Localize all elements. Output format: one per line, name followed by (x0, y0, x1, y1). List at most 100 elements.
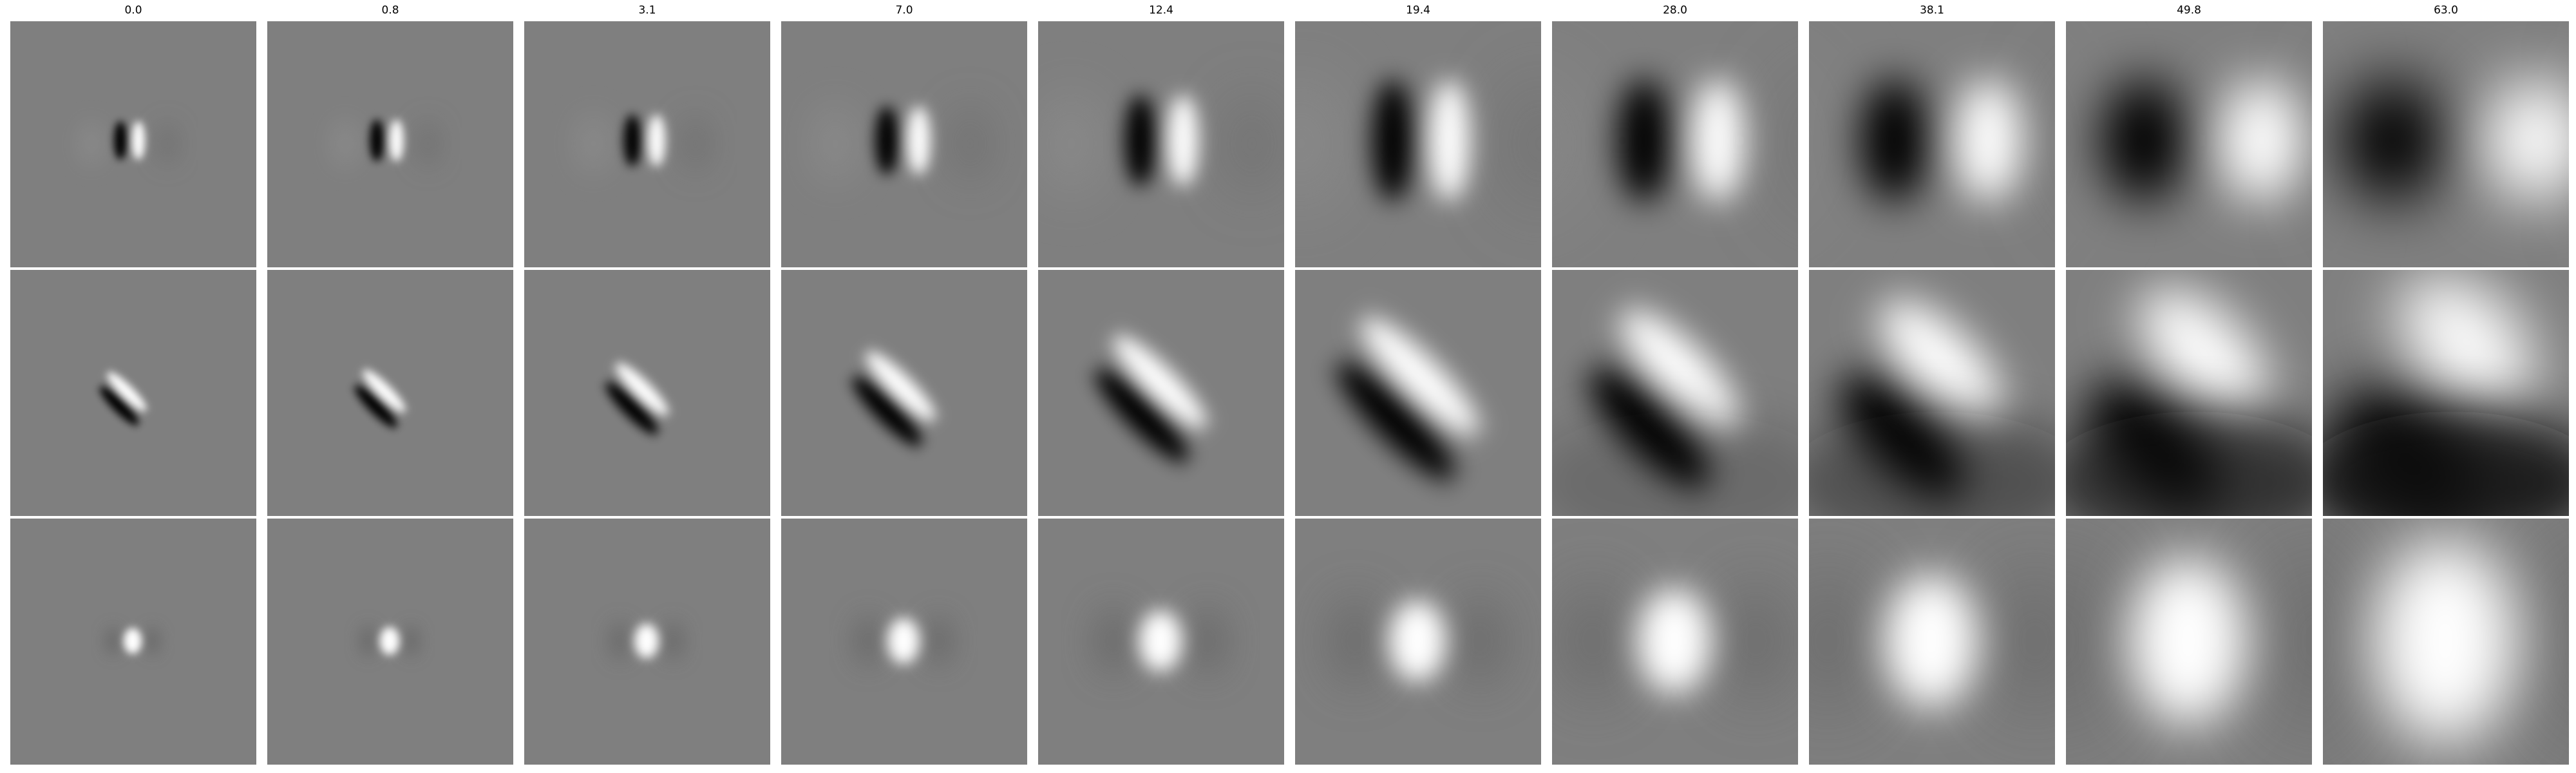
bright-blob (2373, 538, 2517, 744)
filter-image-r1-c3 (781, 270, 1027, 516)
halo-bright-left (334, 120, 357, 167)
filter-svg (2066, 21, 2312, 267)
side-lobe-left (855, 615, 882, 667)
bright-lobe (2219, 79, 2304, 202)
side-lobe-right (145, 627, 160, 655)
filter-image-r2-c0 (10, 519, 256, 765)
filter-image-r1-c4 (1038, 270, 1284, 516)
dark-lobe (852, 376, 922, 446)
side-lobe-left (2323, 553, 2345, 729)
side-lobe-left (2066, 549, 2106, 732)
filter-image-r0-c8 (2066, 21, 2312, 267)
side-lobe-left (360, 625, 376, 656)
filter-svg (1038, 519, 1284, 765)
dipole-group (852, 351, 936, 446)
bright-blob (124, 628, 142, 654)
dipole-group (354, 369, 406, 428)
halo-dark-right (1795, 118, 1798, 169)
dark-lobe (605, 381, 659, 435)
halo-dark-right (681, 115, 710, 173)
filter-image-r1-c5 (1295, 270, 1541, 516)
filter-image-r0-c4 (1038, 21, 1284, 267)
filter-svg (1809, 21, 2055, 267)
bright-blob (2129, 557, 2248, 725)
dark-lobe (623, 114, 641, 167)
filter-svg (1295, 270, 1541, 516)
filter-svg (781, 519, 1027, 765)
side-lobe-right (2546, 551, 2569, 731)
filter-image-r0-c9 (2323, 21, 2569, 267)
bright-lobe (1620, 309, 1741, 430)
dark-lobe (114, 121, 127, 160)
bright-lobe (363, 369, 406, 413)
column-title-1: 0.8 (381, 4, 399, 17)
filter-svg (1038, 270, 1284, 516)
filter-image-r1-c8 (2066, 270, 2312, 516)
side-lobe-right (1997, 566, 2055, 716)
bright-lobe (1879, 299, 2004, 424)
halo-dark-right (952, 106, 989, 182)
filter-svg (2323, 519, 2569, 765)
filter-svg (10, 519, 256, 765)
filter-image-r2-c4 (1038, 519, 1284, 765)
column-title-9: 63.0 (2434, 4, 2458, 17)
bright-lobe (866, 351, 936, 421)
filter-svg (1809, 270, 2055, 516)
side-lobe-right (1726, 582, 1786, 700)
halo-dark-right (1227, 93, 1277, 195)
halo-dark-right (1508, 76, 1541, 211)
column-title-0: 0.0 (124, 4, 142, 17)
dipole-group (605, 363, 669, 435)
dark-lobe (1124, 94, 1156, 187)
column-title-2: 3.1 (638, 4, 656, 17)
filter-image-r0-c6 (1552, 21, 1798, 267)
side-lobe-left (1332, 596, 1378, 686)
dipole-group (1336, 317, 1479, 481)
filter-svg (2066, 270, 2312, 516)
bright-lobe (1955, 79, 2023, 202)
side-lobe-left (1096, 607, 1131, 675)
halo-bright-left (1552, 91, 1567, 196)
bright-lobe (1360, 317, 1479, 436)
side-lobe-right (1190, 607, 1225, 675)
filter-svg (524, 519, 770, 765)
side-lobe-left (1563, 582, 1623, 700)
bright-lobe (389, 119, 404, 162)
halo-dark-right (157, 122, 178, 165)
side-lobe-right (2271, 549, 2312, 733)
halo-bright-left (1046, 93, 1096, 195)
filter-image-r0-c0 (10, 21, 256, 267)
filter-svg (781, 21, 1027, 267)
column-title-5: 19.4 (1406, 4, 1430, 17)
filter-image-r0-c2 (524, 21, 770, 267)
bright-blob (1139, 610, 1182, 672)
filter-image-r2-c5 (1295, 519, 1541, 765)
side-lobe-right (925, 615, 952, 667)
filter-image-r1-c2 (524, 270, 770, 516)
halo-bright-left (579, 115, 607, 173)
dark-region (1552, 412, 1798, 516)
column-title-7: 38.1 (1920, 4, 1944, 17)
column-title-3: 7.0 (895, 4, 913, 17)
bright-lobe (615, 363, 669, 416)
filter-image-r2-c8 (2066, 519, 2312, 765)
filter-svg (1295, 21, 1541, 267)
filter-svg (267, 519, 513, 765)
bright-lobe (2485, 79, 2569, 202)
halo-bright-left (817, 106, 854, 182)
dark-region (2066, 412, 2312, 516)
filter-svg (781, 270, 1027, 516)
dark-lobe (875, 106, 898, 175)
side-lobe-left (610, 622, 630, 660)
filter-svg (10, 21, 256, 267)
bright-blob (1637, 587, 1712, 694)
side-lobe-right (403, 625, 419, 656)
filter-image-r1-c0 (10, 270, 256, 516)
side-lobe-left (106, 627, 120, 655)
dipole-group (1095, 335, 1207, 463)
bright-lobe (1429, 79, 1470, 202)
filter-image-r2-c3 (781, 519, 1027, 765)
dark-lobe (1372, 79, 1414, 202)
side-lobe-right (1457, 596, 1503, 686)
filter-image-r2-c1 (267, 519, 513, 765)
